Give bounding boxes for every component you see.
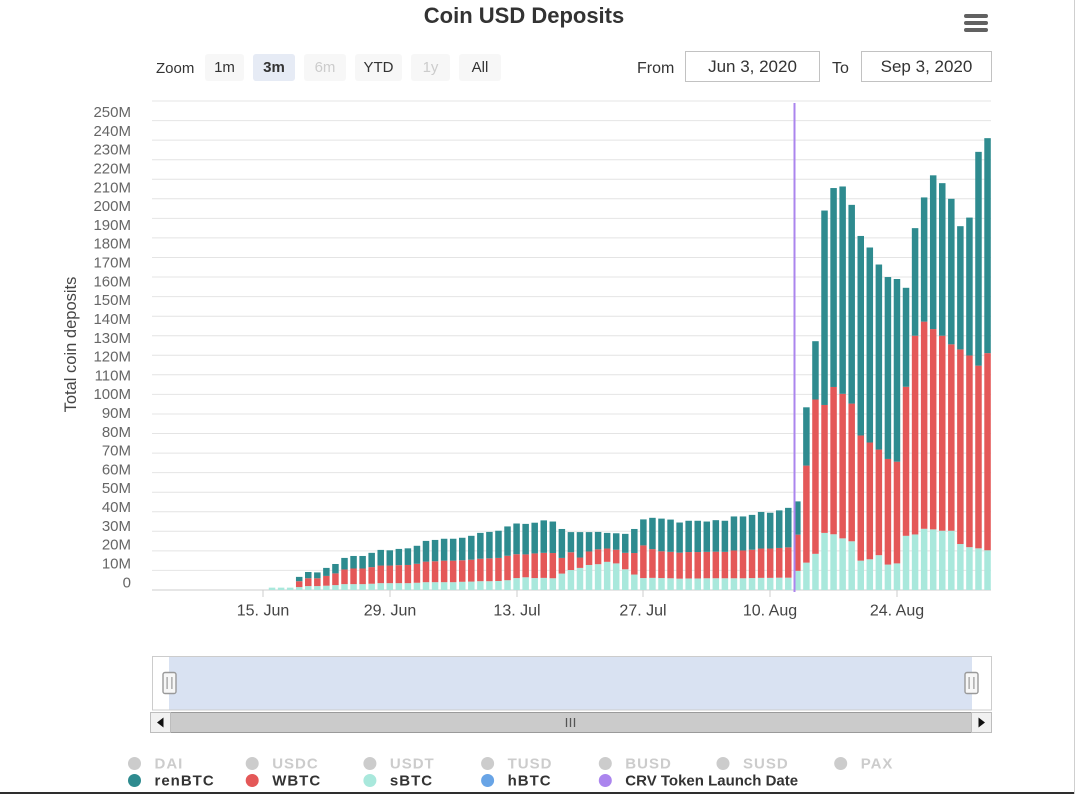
svg-text:SUSD: SUSD — [743, 756, 789, 773]
svg-text:13. Jul: 13. Jul — [493, 603, 540, 620]
svg-text:hBTC: hBTC — [508, 773, 552, 790]
svg-text:200M: 200M — [93, 198, 131, 215]
svg-text:CRV Token Launch Date: CRV Token Launch Date — [625, 773, 798, 790]
svg-text:230M: 230M — [93, 142, 131, 159]
svg-text:USDC: USDC — [272, 756, 319, 773]
svg-text:50M: 50M — [102, 480, 131, 497]
svg-text:190M: 190M — [93, 217, 131, 234]
svg-text:220M: 220M — [93, 161, 131, 178]
svg-text:160M: 160M — [93, 273, 131, 290]
svg-text:250M: 250M — [93, 104, 131, 121]
svg-text:27. Jul: 27. Jul — [619, 603, 666, 620]
svg-text:10. Aug: 10. Aug — [743, 603, 797, 620]
svg-text:24. Aug: 24. Aug — [870, 603, 924, 620]
svg-text:240M: 240M — [93, 123, 131, 140]
svg-text:0: 0 — [123, 574, 131, 591]
svg-text:80M: 80M — [102, 424, 131, 441]
svg-text:130M: 130M — [93, 330, 131, 347]
svg-text:210M: 210M — [93, 179, 131, 196]
svg-text:DAI: DAI — [155, 756, 184, 773]
svg-text:30M: 30M — [102, 518, 131, 535]
svg-text:Total coin deposits: Total coin deposits — [62, 277, 80, 413]
svg-text:sBTC: sBTC — [390, 773, 433, 790]
svg-text:15. Jun: 15. Jun — [237, 603, 289, 620]
svg-text:150M: 150M — [93, 292, 131, 309]
svg-text:60M: 60M — [102, 461, 131, 478]
svg-text:20M: 20M — [102, 537, 131, 554]
svg-text:180M: 180M — [93, 236, 131, 253]
svg-text:120M: 120M — [93, 349, 131, 366]
svg-text:PAX: PAX — [861, 756, 894, 773]
svg-text:170M: 170M — [93, 255, 131, 272]
svg-text:70M: 70M — [102, 443, 131, 460]
svg-text:29. Jun: 29. Jun — [364, 603, 416, 620]
svg-text:90M: 90M — [102, 405, 131, 422]
svg-text:BUSD: BUSD — [625, 756, 672, 773]
svg-text:USDT: USDT — [390, 756, 435, 773]
svg-text:10M: 10M — [102, 556, 131, 573]
svg-text:TUSD: TUSD — [508, 756, 553, 773]
svg-text:40M: 40M — [102, 499, 131, 516]
svg-text:110M: 110M — [95, 367, 131, 384]
svg-text:100M: 100M — [93, 386, 131, 403]
svg-text:WBTC: WBTC — [272, 773, 321, 790]
svg-text:140M: 140M — [93, 311, 131, 328]
svg-text:renBTC: renBTC — [155, 773, 215, 790]
